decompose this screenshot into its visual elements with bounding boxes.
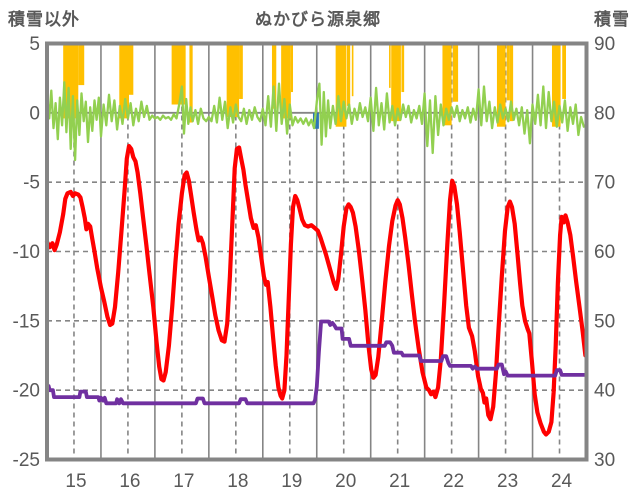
x-axis-tick: 17 [173, 471, 194, 492]
sunshine-bar [442, 43, 452, 126]
right-axis-tick-labels: 90 80 70 60 50 40 30 [594, 34, 615, 471]
sunshine-bar [129, 43, 134, 95]
right-axis-tick: 60 [594, 242, 615, 263]
left-axis-tick-labels: 5 0 -5 -10 -15 -20 -25 [13, 34, 40, 471]
x-axis-tick: 16 [119, 471, 140, 492]
right-axis-tick: 90 [594, 34, 615, 55]
sunshine-bar [78, 43, 85, 86]
x-axis-tick: 24 [551, 471, 573, 492]
sunshine-bar [271, 43, 277, 109]
fluctuation-line-group [45, 81, 585, 162]
left-axis-tick: 5 [29, 34, 40, 55]
x-axis-tick: 22 [443, 471, 464, 492]
right-axis-title: 積雪 [594, 10, 630, 29]
snow-depth-line [45, 319, 589, 406]
x-axis-tick: 20 [335, 471, 356, 492]
x-axis-tick: 21 [389, 471, 410, 492]
sunshine-bar [335, 43, 347, 127]
sunshine-bar [509, 43, 514, 122]
right-axis-tick: 70 [594, 173, 615, 194]
sunshine-bar [281, 43, 291, 119]
sunshine-bar [401, 43, 405, 93]
sunshine-bar [452, 43, 459, 102]
sunshine-bar [171, 43, 186, 105]
sunshine-bar [389, 43, 391, 88]
sunshine-bar [391, 43, 401, 122]
sunshine-bar [290, 43, 294, 93]
sunshine-bar [226, 43, 240, 117]
right-axis-tick: 80 [594, 103, 615, 124]
temperature-line [44, 144, 588, 437]
right-axis-tick: 30 [594, 450, 615, 471]
x-axis-tick: 18 [227, 471, 248, 492]
right-axis-tick: 50 [594, 311, 615, 332]
plot-border [45, 41, 589, 462]
left-axis-tick: 0 [29, 103, 40, 124]
left-axis-tick: -10 [13, 242, 40, 263]
sunshine-bar [496, 43, 506, 127]
snow-depth-line-group [45, 319, 589, 406]
x-axis-tick: 23 [497, 471, 518, 492]
left-axis-tick: -25 [13, 450, 40, 471]
temperature-line-group [44, 144, 588, 437]
left-axis-tick: -5 [23, 173, 40, 194]
sunshine-bar [119, 43, 130, 119]
sunshine-bar [562, 43, 566, 99]
x-axis-tick: 15 [65, 471, 86, 492]
sunshine-bar [551, 43, 561, 127]
x-axis-tick: 19 [281, 471, 302, 492]
sunshine-bar [346, 43, 351, 106]
left-axis-tick: -15 [13, 311, 40, 332]
fluctuation-line [45, 81, 585, 162]
x-axis-tick-labels: 15 16 17 18 19 20 21 22 23 24 [65, 471, 572, 492]
right-axis-tick: 40 [594, 381, 615, 402]
chart-title: ぬかびら源泉郷 [255, 10, 381, 29]
sunshine-bar [351, 43, 354, 97]
sunshine-bar [189, 43, 193, 123]
sunshine-bar [506, 43, 510, 101]
left-axis-tick: -20 [13, 381, 40, 402]
sunshine-bar [239, 43, 243, 99]
left-axis-title: 積雪以外 [8, 10, 80, 29]
